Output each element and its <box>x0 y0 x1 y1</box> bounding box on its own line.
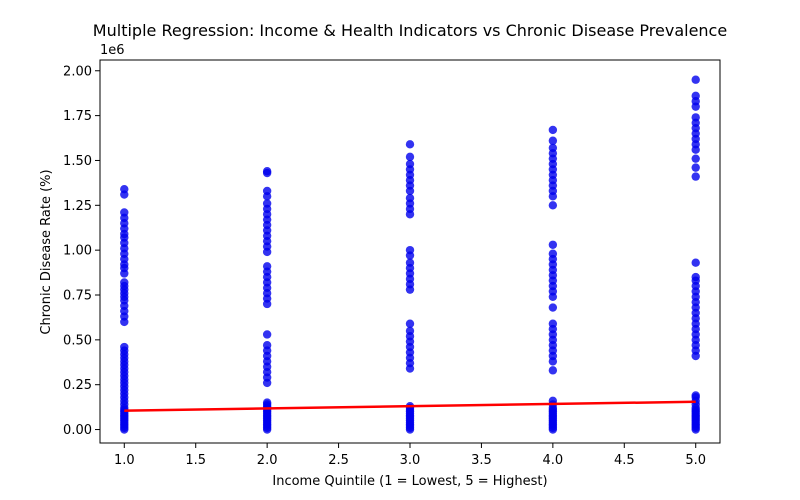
y-tick-label: 1.00 <box>63 244 92 259</box>
x-tick-label: 3.0 <box>400 453 421 468</box>
data-point <box>691 391 700 400</box>
x-axis-ticks: 1.0 1.5 2.0 2.5 3.0 3.5 4.0 4.5 5.0 <box>114 443 706 468</box>
data-point <box>548 136 558 145</box>
y-axis-label: Chronic Disease Rate (%) <box>39 169 54 334</box>
data-point <box>405 193 415 203</box>
regression-line-layer <box>124 400 696 412</box>
y-tick-label: 0.75 <box>63 289 92 304</box>
chart-title: Multiple Regression: Income & Health Ind… <box>93 21 727 40</box>
data-points <box>120 75 700 434</box>
data-point <box>262 398 272 407</box>
x-tick-label: 2.0 <box>257 453 278 468</box>
data-point <box>262 186 272 196</box>
data-point <box>691 154 700 163</box>
x-tick-label: 1.5 <box>185 453 206 468</box>
y-offset-label: 1e6 <box>100 43 125 58</box>
x-tick-label: 5.0 <box>685 453 706 468</box>
data-point <box>405 258 415 267</box>
x-tick-label: 4.5 <box>614 453 635 468</box>
data-point <box>405 140 415 149</box>
y-tick-label: 0.25 <box>63 378 92 393</box>
data-point <box>405 319 415 328</box>
data-point <box>262 262 272 271</box>
data-point <box>691 272 700 282</box>
data-point <box>548 249 558 258</box>
y-tick-label: 0.00 <box>63 423 92 438</box>
data-point <box>405 245 415 255</box>
y-tick-label: 1.75 <box>63 109 92 124</box>
data-point <box>120 278 129 287</box>
data-point <box>405 152 415 162</box>
data-point <box>120 342 129 352</box>
data-point <box>691 172 700 181</box>
y-tick-label: 1.50 <box>63 154 92 169</box>
data-point <box>548 319 558 328</box>
data-point <box>691 91 700 101</box>
data-point <box>120 184 129 194</box>
data-point <box>691 113 700 122</box>
data-point <box>120 208 129 217</box>
data-point <box>548 240 558 249</box>
data-point <box>548 366 558 375</box>
x-tick-label: 2.5 <box>328 453 349 468</box>
data-point <box>262 341 272 350</box>
data-point <box>691 258 700 267</box>
data-point <box>405 159 415 169</box>
y-tick-label: 1.25 <box>63 199 92 214</box>
x-tick-label: 3.5 <box>471 453 492 468</box>
y-tick-label: 2.00 <box>63 64 92 79</box>
data-point <box>548 143 558 153</box>
y-axis-ticks: 0.00 0.25 0.50 0.75 1.00 1.25 1.50 1.75 2.00 <box>63 64 100 438</box>
regression-line <box>124 400 696 412</box>
data-point <box>548 201 558 210</box>
data-point <box>548 125 558 135</box>
data-point <box>262 167 272 176</box>
x-axis-label: Income Quintile (1 = Lowest, 5 = Highest… <box>272 474 547 489</box>
data-point <box>262 330 272 339</box>
data-point <box>262 199 272 208</box>
x-tick-label: 1.0 <box>114 453 135 468</box>
data-point <box>691 75 700 84</box>
x-tick-label: 4.0 <box>543 453 564 468</box>
data-point <box>691 163 700 172</box>
data-point <box>548 303 558 312</box>
y-tick-label: 0.50 <box>63 333 92 348</box>
data-point <box>405 326 415 336</box>
